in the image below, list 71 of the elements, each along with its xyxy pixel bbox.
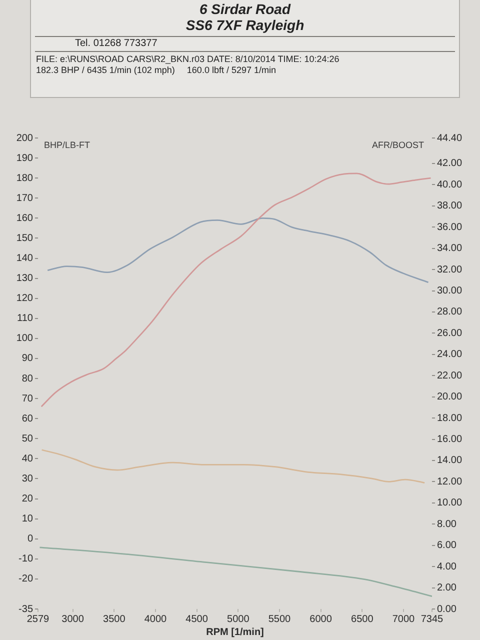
- line-series: [41, 449, 426, 484]
- y2-tick-label: 10.00: [437, 498, 462, 509]
- y-axis-title: BHP/LB-FT: [44, 140, 91, 150]
- y-tick-label: 20: [22, 494, 34, 505]
- x-tick-label: 3000: [62, 614, 84, 625]
- y2-tick-label: 38.00: [437, 200, 462, 212]
- y-tick-label: 0: [27, 534, 34, 545]
- x-tick-label: 5000: [227, 614, 250, 625]
- y-tick-label: 30: [22, 473, 34, 484]
- y-tick-label: -35: [18, 604, 34, 615]
- y2-tick-label: 8.00: [437, 518, 457, 530]
- x-tick-label: 4500: [186, 614, 208, 625]
- x-tick-label: 3500: [103, 614, 126, 625]
- y2-tick-label: 44.40: [437, 132, 462, 144]
- y-tick-label: 120: [16, 293, 34, 304]
- y2-tick-label: 12.00: [437, 476, 462, 488]
- line-series: [46, 217, 429, 284]
- y2-tick-label: 32.00: [437, 264, 462, 276]
- y-tick-label: 100: [16, 333, 34, 344]
- y-tick-label: 50: [22, 433, 34, 444]
- y2-tick-label: 2.00: [437, 582, 457, 594]
- y2-tick-label: 24.00: [437, 349, 462, 360]
- y-tick-label: -10: [18, 554, 34, 565]
- y-tick-label: 180: [16, 172, 34, 184]
- y-tick-label: 110: [17, 313, 34, 324]
- y2-tick-label: 0.00: [437, 604, 457, 615]
- y-tick-label: -20: [18, 574, 34, 585]
- text: Tel. 01268 773377: [75, 38, 158, 49]
- chart-subtitle: SS6 7XF Rayleigh: [184, 17, 306, 33]
- text: 160.0 lbft / 5297 1/min: [186, 65, 276, 76]
- line-series: [40, 172, 432, 408]
- y-tick-label: 40: [22, 453, 34, 464]
- y-tick-label: 70: [22, 393, 34, 404]
- y2-tick-label: 4.00: [437, 561, 457, 572]
- y2-tick-label: 28.00: [437, 306, 462, 318]
- y2-tick-label: 40.00: [437, 179, 462, 190]
- text: 182.3 BHP / 6435 1/min (102 mph): [36, 65, 175, 76]
- text: FILE: e:\RUNS\ROAD CARS\R2_BKN.r03 DATE: 8/10/2014 TIME: 10:24:26: [36, 54, 340, 64]
- y-tick-label: 170: [16, 192, 34, 204]
- y-tick-label: 90: [22, 353, 34, 364]
- x-tick-label: 7000: [392, 614, 416, 625]
- y2-tick-label: 20.00: [437, 392, 462, 403]
- y2-tick-label: 26.00: [437, 328, 462, 339]
- y-tick-label: 60: [22, 413, 34, 424]
- y2-tick-label: 30.00: [437, 286, 462, 297]
- x-tick-label: 4000: [144, 614, 168, 625]
- y-tick-label: 190: [16, 152, 34, 164]
- y-tick-label: 80: [22, 373, 34, 384]
- y2-tick-label: 18.00: [437, 412, 462, 424]
- y-tick-label: 10: [22, 514, 34, 525]
- chart-title: 6 Sirdar Road: [198, 1, 292, 17]
- y2-tick-label: 16.00: [437, 434, 462, 446]
- y-tick-label: 140: [16, 253, 34, 264]
- y-tick-label: 200: [16, 132, 34, 144]
- x-tick-label: 2579: [26, 614, 50, 625]
- x-tick-label: 5500: [268, 614, 292, 625]
- x-tick-label: 7345: [420, 614, 444, 625]
- x-axis-title: RPM [1/min]: [206, 626, 264, 638]
- y2-tick-label: 42.00: [437, 158, 462, 170]
- y-tick-label: 130: [16, 273, 34, 284]
- x-tick-label: 6000: [310, 614, 332, 625]
- y-tick-label: 160: [16, 212, 34, 224]
- x-tick-label: 6500: [351, 614, 374, 625]
- y-tick-label: 150: [16, 232, 34, 244]
- y2-tick-label: 34.00: [437, 243, 462, 254]
- line-series: [39, 546, 432, 597]
- y2-tick-label: 14.00: [437, 455, 462, 466]
- y2-tick-label: 6.00: [437, 540, 457, 552]
- y2-axis-title: AFR/BOOST: [372, 140, 424, 150]
- y2-tick-label: 22.00: [437, 370, 462, 382]
- y2-tick-label: 36.00: [437, 222, 462, 233]
